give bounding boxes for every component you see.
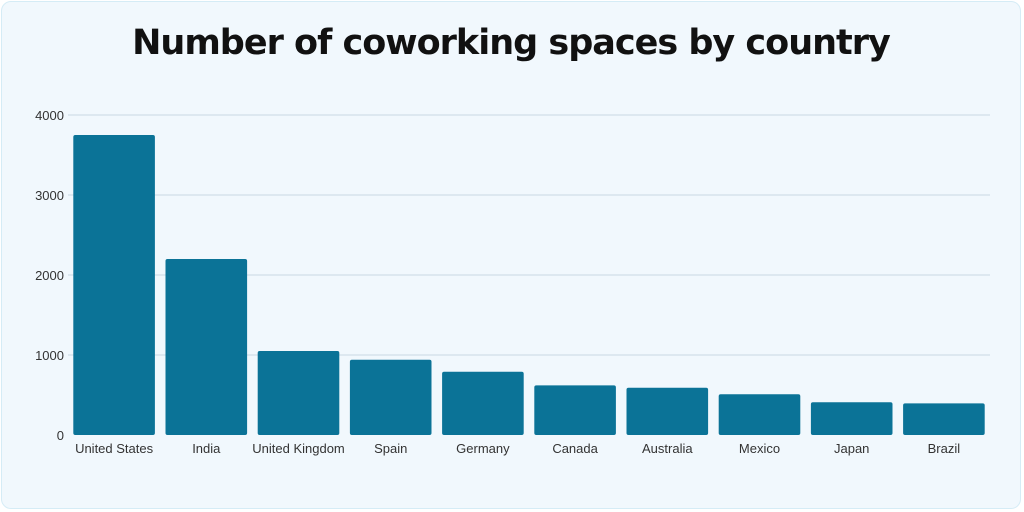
- bar-spain: [349, 359, 432, 435]
- bar-brazil: [903, 403, 985, 435]
- x-tick-label: Germany: [456, 441, 510, 456]
- bars: [73, 135, 985, 435]
- y-tick-label: 0: [57, 428, 64, 443]
- x-tick-label: Brazil: [928, 441, 961, 456]
- y-axis-ticks: 0 1000 2000 3000 4000: [35, 108, 64, 443]
- y-tick-label: 3000: [35, 188, 64, 203]
- bar-united-kingdom: [257, 351, 340, 435]
- bar-united-states: [73, 135, 155, 435]
- bar-india: [165, 259, 248, 435]
- x-axis-labels: United States India United Kingdom Spain Ger…: [75, 441, 960, 456]
- bar-canada: [534, 385, 616, 435]
- x-tick-label: Canada: [552, 441, 598, 456]
- bar-germany: [442, 371, 524, 435]
- y-tick-label: 1000: [35, 348, 64, 363]
- x-tick-label: Australia: [642, 441, 693, 456]
- chart-title: Number of coworking spaces by country: [132, 23, 891, 63]
- y-tick-label: 4000: [35, 108, 64, 123]
- bar-japan: [810, 402, 893, 435]
- bar-mexico: [718, 394, 801, 435]
- x-tick-label: India: [192, 441, 221, 456]
- x-tick-label: Spain: [374, 441, 407, 456]
- x-tick-label: Japan: [834, 441, 869, 456]
- y-tick-label: 2000: [35, 268, 64, 283]
- x-tick-label: United States: [75, 441, 154, 456]
- x-tick-label: United Kingdom: [252, 441, 345, 456]
- bar-australia: [626, 387, 709, 435]
- x-tick-label: Mexico: [739, 441, 780, 456]
